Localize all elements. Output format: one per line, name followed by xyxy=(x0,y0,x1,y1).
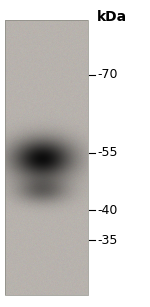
Bar xyxy=(5,20,88,295)
Text: kDa: kDa xyxy=(97,10,127,24)
Text: -35: -35 xyxy=(97,234,117,247)
Text: -40: -40 xyxy=(97,204,117,216)
Text: -70: -70 xyxy=(97,68,117,81)
Text: -55: -55 xyxy=(97,146,117,160)
